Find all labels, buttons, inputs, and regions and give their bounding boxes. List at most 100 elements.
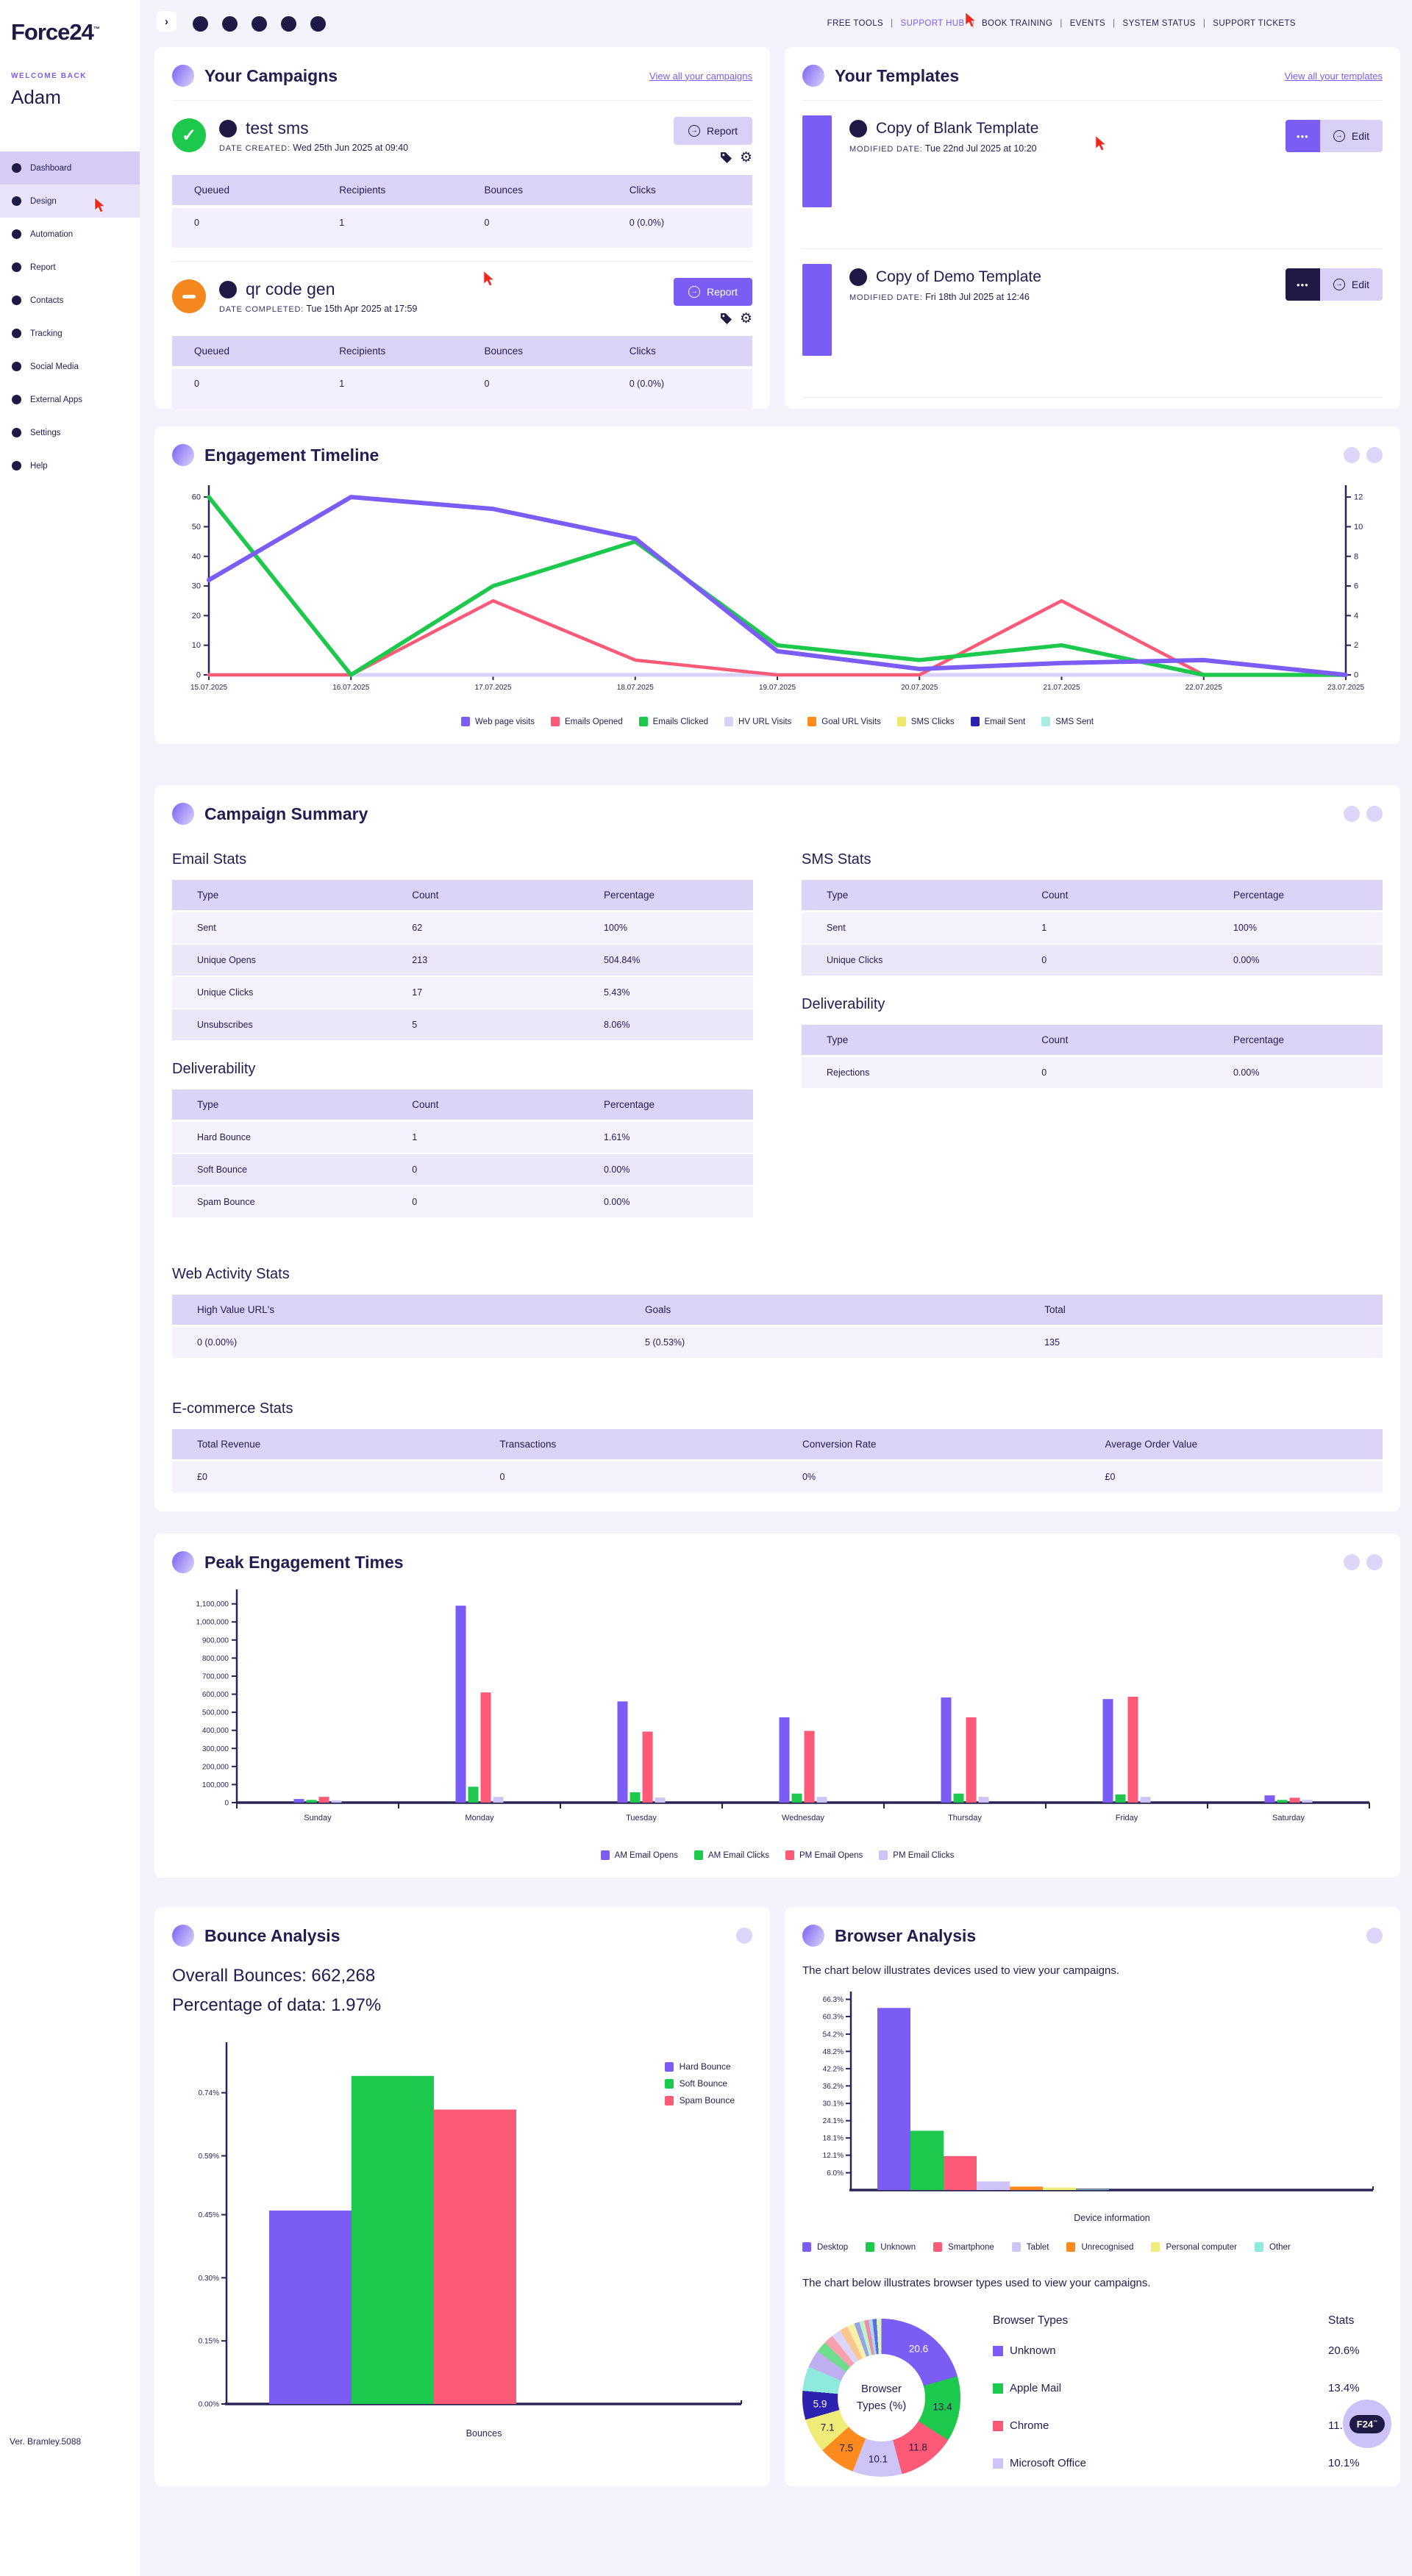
svg-text:0.59%: 0.59% <box>199 2153 219 2161</box>
menu-dot-5[interactable] <box>310 15 326 32</box>
view-all-templates-link[interactable]: View all your templates <box>1284 70 1383 82</box>
template-thumbnail[interactable] <box>802 115 832 207</box>
report-button-hovered[interactable]: → Report <box>673 278 752 306</box>
svg-text:66.3%: 66.3% <box>823 1996 844 2004</box>
table-row: Firefox7.5% <box>993 2482 1383 2486</box>
table-row: £0 0 0% £0 <box>172 1461 1383 1494</box>
sidebar-item-tracking[interactable]: Tracking <box>0 317 140 350</box>
svg-text:48.2%: 48.2% <box>823 2048 844 2056</box>
edit-button[interactable]: → Edit <box>1319 120 1383 152</box>
menu-dot-2[interactable] <box>222 15 238 32</box>
menu-dot-4[interactable] <box>281 15 296 32</box>
settings-icon <box>12 428 21 437</box>
automation-icon <box>12 229 21 239</box>
svg-text:20: 20 <box>192 612 201 620</box>
sidebar-item-settings[interactable]: Settings <box>0 416 140 449</box>
edit-button[interactable]: → Edit <box>1319 268 1383 301</box>
svg-text:Monday: Monday <box>465 1814 494 1822</box>
welcome-back-label: WELCOME BACK <box>11 72 88 80</box>
svg-text:12: 12 <box>1354 493 1363 502</box>
sms-stats-heading: SMS Stats <box>802 851 871 867</box>
svg-text:100,000: 100,000 <box>202 1781 229 1789</box>
f24-help-badge[interactable]: F24™ <box>1343 2400 1391 2448</box>
tag-icon[interactable] <box>720 312 732 325</box>
card-action-dot[interactable] <box>1366 1554 1383 1570</box>
tag-icon[interactable] <box>720 151 732 164</box>
card-action-dot[interactable] <box>1344 806 1360 822</box>
status-success-icon: ✓ <box>172 118 206 152</box>
card-action-dot[interactable] <box>1344 447 1360 463</box>
svg-text:17.07.2025: 17.07.2025 <box>474 684 511 692</box>
more-options-button[interactable]: ••• <box>1285 268 1320 301</box>
devices-description: The chart below illustrates devices used… <box>802 1964 1120 1977</box>
svg-text:Wednesday: Wednesday <box>782 1814 824 1822</box>
sidebar-item-design[interactable]: Design <box>0 185 140 218</box>
more-options-button-hovered[interactable]: ••• <box>1285 120 1320 152</box>
sidebar-nav: Dashboard Design Automation Report Conta… <box>0 151 140 482</box>
nav-system-status[interactable]: SYSTEM STATUS <box>1122 19 1196 28</box>
nav-support-tickets[interactable]: SUPPORT TICKETS <box>1213 19 1296 28</box>
nav-support-hub[interactable]: SUPPORT HUB <box>900 19 965 28</box>
svg-text:Tuesday: Tuesday <box>626 1814 657 1822</box>
template-avatar-icon <box>849 120 867 137</box>
gear-icon[interactable]: ⚙ <box>739 150 752 165</box>
sidebar-collapse-button[interactable]: › <box>157 11 176 32</box>
engagement-title: Engagement Timeline <box>204 445 379 465</box>
table-row: Hard Bounce 1 1.61% <box>172 1122 753 1154</box>
svg-text:800,000: 800,000 <box>202 1655 229 1663</box>
sidebar-item-external-apps[interactable]: External Apps <box>0 383 140 416</box>
peak-legend: AM Email Opens AM Email Clicks PM Email … <box>172 1850 1383 1860</box>
nav-book-training[interactable]: BOOK TRAINING <box>981 19 1053 28</box>
deliverability-heading: Deliverability <box>172 1061 256 1077</box>
svg-text:Saturday: Saturday <box>1272 1814 1305 1822</box>
nav-free-tools[interactable]: FREE TOOLS <box>827 19 884 28</box>
card-action-dot[interactable] <box>1366 1928 1383 1944</box>
sms-stats-table: Type Count Percentage Sent 1 100% Unique Cli… <box>802 880 1383 977</box>
email-stats-table: Type Count Percentage Sent 62 100% Unique Op… <box>172 880 753 1042</box>
dashboard-icon <box>12 163 21 173</box>
nav-events[interactable]: EVENTS <box>1069 19 1106 28</box>
campaign-avatar-icon <box>219 119 237 137</box>
svg-text:1,100,000: 1,100,000 <box>196 1600 229 1609</box>
template-thumbnail[interactable] <box>802 264 832 356</box>
svg-text:0.15%: 0.15% <box>199 2338 219 2346</box>
card-gradient-icon <box>172 1551 194 1573</box>
view-all-campaigns-link[interactable]: View all your campaigns <box>649 70 752 82</box>
arrow-right-icon: → <box>688 125 700 137</box>
svg-text:500,000: 500,000 <box>202 1709 229 1717</box>
menu-dot-3[interactable] <box>252 15 267 32</box>
sidebar-item-help[interactable]: Help <box>0 449 140 482</box>
design-icon <box>12 196 21 206</box>
card-action-dot[interactable] <box>1366 447 1383 463</box>
gear-icon[interactable]: ⚙ <box>739 311 752 326</box>
card-action-dot[interactable] <box>1344 1554 1360 1570</box>
template-item-demo-2: Copy of Demo Template ••• →Edit <box>802 398 1383 409</box>
bounce-bar-chart: 0.00% 0.15% 0.30% 0.45% 0.59% 0.74% Bounces <box>199 2042 742 2439</box>
svg-text:2: 2 <box>1354 641 1358 650</box>
sidebar-item-social-media[interactable]: Social Media <box>0 350 140 383</box>
sidebar-item-automation[interactable]: Automation <box>0 218 140 251</box>
card-action-dot[interactable] <box>736 1928 752 1944</box>
browser-analysis-card: Browser Analysis The chart below illustr… <box>785 1907 1400 2486</box>
overall-bounces-text: Overall Bounces: 662,268 <box>172 1966 376 1986</box>
template-item-blank: Copy of Blank Template MODIFIED DATE: Tu… <box>802 101 1383 235</box>
table-row: Microsoft Office 10.1% <box>993 2444 1383 2482</box>
sidebar-item-dashboard[interactable]: Dashboard <box>0 151 140 185</box>
status-paused-icon <box>172 279 206 313</box>
social-media-icon <box>12 362 21 371</box>
sidebar-item-contacts[interactable]: Contacts <box>0 284 140 317</box>
card-gradient-icon <box>802 65 824 87</box>
svg-text:1,000,000: 1,000,000 <box>196 1619 229 1627</box>
sidebar: Force24™ WELCOME BACK Adam Dashboard Des… <box>0 0 140 2458</box>
force24-logo: Force24™ <box>11 19 100 45</box>
sidebar-item-report[interactable]: Report <box>0 251 140 284</box>
template-avatar-icon <box>849 268 867 286</box>
svg-text:Bounces: Bounces <box>466 2428 502 2439</box>
card-action-dot[interactable] <box>1366 806 1383 822</box>
report-button[interactable]: → Report <box>673 117 752 145</box>
browser-title: Browser Analysis <box>835 1925 977 1945</box>
menu-dot-1[interactable] <box>193 15 208 32</box>
